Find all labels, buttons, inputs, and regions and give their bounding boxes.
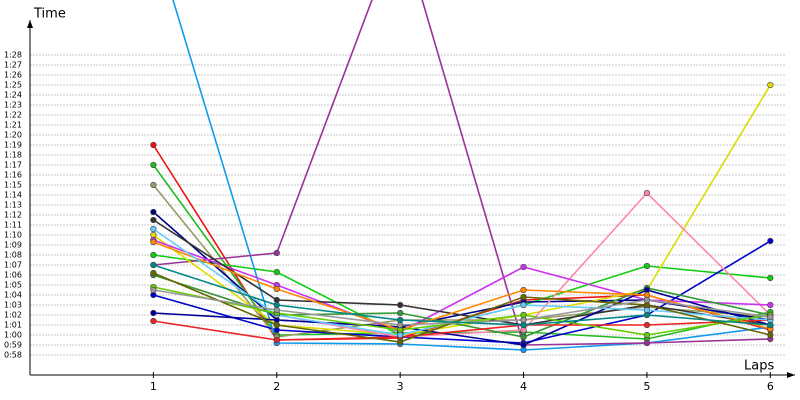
data-point [767,301,774,309]
y-axis-label: Time [33,7,66,22]
data-point [150,269,157,277]
data-point [150,141,157,149]
data-point [767,81,774,89]
data-point [273,249,280,257]
data-point [397,316,404,324]
data-point [643,262,651,270]
data-point [150,181,157,189]
data-point [150,238,157,246]
data-point [397,309,404,317]
series-line [152,219,771,326]
y-tick-label: 1:23 [4,101,22,110]
y-tick-label: 1:22 [4,111,22,120]
data-point [520,293,527,301]
data-point [767,274,774,282]
x-tick-label: 6 [767,380,774,393]
series-line [153,241,771,331]
data-point [520,286,527,294]
data-point [767,313,774,321]
series-line [172,0,771,351]
data-point [273,268,280,276]
data-point [273,336,280,344]
y-tick-label: 1:02 [4,311,22,320]
data-point [150,251,157,259]
series-line [153,289,771,346]
y-tick-label: 1:27 [4,61,22,70]
data-point [643,296,651,304]
y-tick-label: 1:00 [4,331,22,340]
data-point [520,341,527,349]
y-tick-label: 1:18 [4,151,22,160]
x-axis-label: Laps [744,359,774,374]
data-point [520,333,527,341]
series-line [152,84,772,336]
y-tick-label: 1:12 [4,211,22,220]
series-line [153,272,771,343]
y-tick-label: 0:58 [4,351,22,360]
y-axis-arrow [27,20,33,28]
data-point [767,321,774,329]
data-point [150,161,157,169]
data-point [397,301,404,309]
y-tick-label: 1:06 [4,271,22,280]
y-tick-label: 1:15 [4,181,22,190]
data-point [150,225,157,233]
series-line [153,264,771,326]
y-tick-label: 1:24 [4,91,22,100]
y-tick-label: 1:16 [4,171,22,180]
x-tick-label: 1 [150,380,157,393]
y-tick-label: 1:11 [4,221,22,230]
y-tick-label: 1:17 [4,161,22,170]
data-point [643,331,651,339]
y-tick-label: 1:10 [4,231,22,240]
x-tick-label: 2 [273,380,280,393]
data-point [643,311,651,319]
x-tick-label: 4 [520,380,527,393]
data-point [150,309,157,317]
x-tick-label: 3 [397,380,404,393]
data-point [150,208,157,216]
series-line [153,319,771,341]
y-tick-label: 1:26 [4,71,22,80]
y-tick-label: 1:25 [4,81,22,90]
data-point [767,331,774,339]
x-tick-label: 5 [643,380,650,393]
y-tick-label: 1:01 [4,321,22,330]
data-point [397,338,404,346]
data-point [643,339,651,347]
data-point [643,321,651,329]
y-tick-label: 1:14 [4,191,22,200]
y-tick-label: 1:09 [4,241,22,250]
y-tick-label: 1:03 [4,301,22,310]
y-tick-label: 1:04 [4,291,22,300]
y-tick-label: 1:05 [4,281,22,290]
data-point [643,189,651,197]
y-tick-label: 1:28 [4,51,22,60]
x-axis-arrow [787,372,795,378]
data-point [150,317,157,325]
data-point [273,285,280,293]
series-line [153,0,771,346]
y-tick-label: 0:59 [4,341,22,350]
data-point [520,301,527,309]
y-tick-label: 1:13 [4,201,22,210]
data-point [150,261,157,269]
data-point [767,237,774,245]
y-tick-label: 1:08 [4,251,22,260]
y-tick-label: 1:07 [4,261,22,270]
data-point [273,321,280,329]
data-point [150,286,157,294]
y-tick-label: 1:20 [4,131,22,140]
y-tick-label: 1:21 [4,121,22,130]
data-point [520,321,527,329]
data-point [520,263,527,271]
y-tick-label: 1:19 [4,141,22,150]
data-point [150,216,157,224]
data-point [273,301,280,309]
